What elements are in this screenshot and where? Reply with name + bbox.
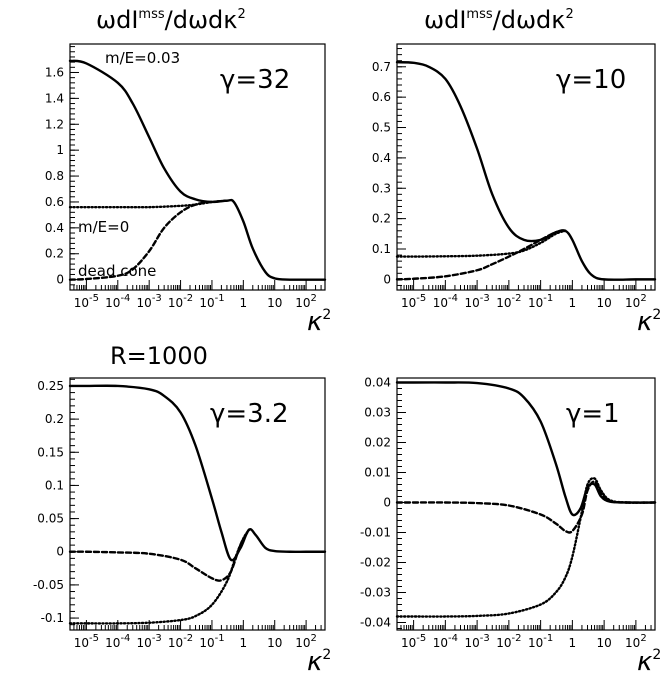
x-tick-label: 1: [569, 636, 577, 650]
x-tick-label: 10: [267, 636, 282, 650]
y-tick-label: 0.05: [37, 512, 64, 526]
annotation-label: dead cone: [78, 262, 156, 280]
x-tick-label: 102: [625, 293, 647, 310]
gamma-label: γ=1: [566, 399, 620, 429]
x-tick-label: 10-2: [168, 633, 193, 650]
series-dotted: [68, 528, 251, 625]
x-tick-label: 10-5: [401, 293, 426, 310]
series-dashed: [395, 480, 657, 534]
x-axis-label: κ2: [307, 307, 331, 337]
y-tick-label: 0.3: [372, 181, 391, 195]
y-tick-label: 1: [56, 143, 64, 157]
y-tick-label: -0.01: [360, 526, 391, 540]
y-tick-label: -0.1: [41, 611, 64, 625]
y-tick-label: 0.7: [372, 60, 391, 74]
x-tick-label: 102: [295, 633, 317, 650]
y-tick-label: 0.8: [45, 169, 64, 183]
y-tick-label: -0.04: [360, 616, 391, 630]
x-tick-label: 10-4: [433, 633, 458, 650]
y-tick-label: -0.02: [360, 556, 391, 570]
annotation-label: m/E=0.03: [105, 49, 180, 67]
panel-bottom-right: -0.04 -0.03 -0.02 -0.01 0 0.01 0.02 0.03 0.04 10-…: [360, 376, 661, 678]
gamma-label: γ=10: [556, 65, 626, 95]
series-dashed: [68, 528, 251, 582]
y-tick-label: 0: [383, 272, 391, 286]
y-tick-label: 0.2: [372, 212, 391, 226]
x-tick-label: 10-1: [199, 633, 224, 650]
x-tick-label: 10-5: [74, 633, 99, 650]
gamma-label: γ=32: [220, 65, 290, 95]
y-tick-label: 0.4: [372, 151, 391, 165]
plot-frame: [69, 43, 326, 291]
x-tick-label: 10-1: [528, 293, 553, 310]
x-tick-label: 10-1: [199, 293, 224, 310]
gamma-label: γ=3.2: [210, 399, 289, 429]
plot-frame: [396, 43, 656, 291]
y-tick-label: 0.2: [45, 247, 64, 261]
panel-top-right: 0 0.1 0.2 0.3 0.4 0.5 0.6 0.7 10-5 10-4 10-3 10-2 10…: [372, 43, 661, 337]
x-tick-label: 10-5: [401, 633, 426, 650]
y-tick-label: 0.03: [364, 406, 391, 420]
x-tick-label: 102: [625, 633, 647, 650]
annotation-label: m/E=0: [78, 218, 129, 236]
series-dotted: [395, 477, 657, 618]
x-tick-label: 10-2: [496, 293, 521, 310]
x-tick-label: 10-3: [137, 633, 162, 650]
right-title: ωdImss/dωdκ2: [424, 6, 574, 34]
y-tick-label: 0.5: [372, 121, 391, 135]
x-tick-label: 10: [596, 296, 611, 310]
y-tick-label: 0.02: [364, 436, 391, 450]
series-dashed: [395, 229, 567, 281]
y-tick-label: 0.1: [45, 478, 64, 492]
x-tick-label: 1: [240, 296, 248, 310]
y-tick-label: 0.25: [37, 379, 64, 393]
y-tick-label: 0.6: [45, 195, 64, 209]
x-tick-label: 10-4: [105, 633, 130, 650]
panel-top-left: 0 0.2 0.4 0.6 0.8 1 1.2 1.4 1.6 10-5 10-4 10-3 10-2 1…: [45, 43, 331, 337]
x-tick-label: 102: [295, 293, 317, 310]
series-dotted: [395, 229, 567, 258]
r-label: R=1000: [110, 342, 208, 370]
x-tick-label: 10-5: [74, 293, 99, 310]
x-tick-label: 10-1: [528, 633, 553, 650]
y-tick-label: 0.15: [37, 445, 64, 459]
y-tick-label: 0.1: [372, 242, 391, 256]
y-tick-label: 0.6: [372, 90, 391, 104]
series-solid: [395, 381, 657, 517]
y-tick-label: 0: [56, 545, 64, 559]
panel-bottom-left: -0.1 -0.05 0 0.05 0.1 0.15 0.2 0.25 10-5 10-4 10-3…: [33, 377, 331, 677]
x-tick-label: 10-4: [105, 293, 130, 310]
x-tick-label: 10-3: [464, 293, 489, 310]
y-tick-label: 0.2: [45, 412, 64, 426]
y-tick-label: 0.01: [364, 466, 391, 480]
x-axis-label: κ2: [307, 647, 331, 677]
y-tick-label: 0: [383, 496, 391, 510]
x-tick-label: 10-4: [433, 293, 458, 310]
series-solid: [68, 384, 327, 562]
x-axis-label: κ2: [637, 307, 661, 337]
x-tick-label: 10-2: [168, 293, 193, 310]
x-tick-label: 1: [240, 636, 248, 650]
x-tick-label: 1: [569, 296, 577, 310]
y-tick-label: 1.4: [45, 91, 64, 105]
x-tick-label: 10: [596, 636, 611, 650]
x-tick-label: 10-2: [496, 633, 521, 650]
x-tick-label: 10: [267, 296, 282, 310]
y-tick-label: -0.05: [33, 578, 64, 592]
x-axis-label: κ2: [637, 647, 661, 677]
plot-frame: [396, 377, 656, 631]
y-tick-label: 0.04: [364, 376, 391, 390]
x-tick-label: 10-3: [137, 293, 162, 310]
plot-frame: [69, 377, 326, 631]
x-tick-label: 10-3: [464, 633, 489, 650]
y-tick-label: 0: [56, 273, 64, 287]
series-dashed: [68, 199, 229, 281]
y-tick-label: -0.03: [360, 586, 391, 600]
left-title: ωdImss/dωdκ2: [96, 6, 246, 34]
y-tick-label: 1.6: [45, 65, 64, 79]
y-tick-label: 1.2: [45, 117, 64, 131]
series-solid: [395, 61, 657, 281]
y-tick-label: 0.4: [45, 221, 64, 235]
